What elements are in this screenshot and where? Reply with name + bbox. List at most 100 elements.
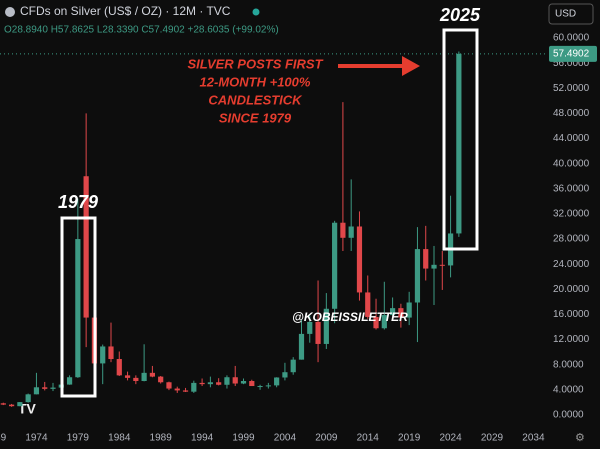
y-tick-label: 0.0000 <box>553 410 584 421</box>
candle-body <box>282 372 288 378</box>
candle-body <box>25 394 31 403</box>
candle-body <box>456 53 462 234</box>
candle-body <box>265 385 271 387</box>
candle-body <box>307 321 313 334</box>
y-tick-label: 60.0000 <box>553 33 590 44</box>
ohlc-label: O28.8940 H57.8625 L28.3390 C57.4902 +28.… <box>4 25 279 36</box>
candle-body <box>315 321 321 344</box>
candle-body <box>149 372 156 377</box>
x-tick-label: 2019 <box>398 433 421 444</box>
candle-body <box>232 377 238 384</box>
candle-body <box>199 382 205 385</box>
candle-body <box>0 403 6 405</box>
candle-body <box>83 176 89 318</box>
candle-body <box>182 390 189 392</box>
x-tick-label: 2004 <box>274 433 297 444</box>
x-tick-label: 1974 <box>25 433 48 444</box>
candle-body <box>8 404 15 407</box>
y-tick-label: 12.0000 <box>553 334 590 345</box>
candle-body <box>124 375 131 378</box>
currency-box[interactable] <box>548 3 594 25</box>
annotation-line: SILVER POSTS FIRST <box>187 56 323 71</box>
candle-body <box>33 387 40 395</box>
y-tick-label: 28.0000 <box>553 234 590 245</box>
candle-body <box>332 222 338 309</box>
candle-body <box>100 346 106 364</box>
candle-body <box>257 386 263 388</box>
highlight-box <box>442 28 479 251</box>
candle-body <box>439 264 445 266</box>
year-label: 2025 <box>439 5 481 25</box>
x-tick-label: 2034 <box>522 433 545 444</box>
candle-body <box>356 226 363 293</box>
candle-body <box>116 359 122 376</box>
candle-body <box>42 387 48 389</box>
candle-body <box>298 333 305 360</box>
x-tick-label: 1984 <box>108 433 131 444</box>
y-tick-label: 16.0000 <box>553 309 590 320</box>
logo: TV <box>18 401 37 417</box>
annotation-line: SINCE 1979 <box>219 110 292 125</box>
candle-body <box>207 382 213 385</box>
candle-body <box>240 381 247 384</box>
candle-body <box>108 346 114 360</box>
last-price-label: 57.4902 <box>553 48 590 59</box>
candle-body <box>348 226 354 238</box>
x-tick-label: 1994 <box>191 433 214 444</box>
y-tick-label: 44.0000 <box>553 133 590 144</box>
candle-body <box>191 382 197 392</box>
header: CFDs on Silver (US$ / OZ) · 12M · TVC <box>20 4 231 18</box>
x-tick-label: 2009 <box>315 433 338 444</box>
candle-body <box>216 382 222 385</box>
y-tick-label: 20.0000 <box>553 284 590 295</box>
annotation-line: CANDLESTICK <box>208 92 303 107</box>
candle-body <box>340 222 346 238</box>
highlight-box <box>60 216 97 398</box>
candle-body <box>75 239 81 378</box>
candle-body <box>50 387 56 389</box>
candle-body <box>166 382 172 389</box>
x-tick-label: 1979 <box>67 433 90 444</box>
candle-body <box>158 376 164 383</box>
y-tick-label: 24.0000 <box>553 259 590 270</box>
y-tick-label: 40.0000 <box>553 158 590 169</box>
x-tick-label: 2024 <box>439 433 462 444</box>
candle-body <box>17 402 23 407</box>
y-tick-label: 56.0000 <box>553 58 590 69</box>
candle-body <box>174 388 180 391</box>
candle-body <box>414 249 421 303</box>
candle-body <box>66 377 73 385</box>
y-tick-label: 48.0000 <box>553 108 590 119</box>
candle-body <box>398 308 404 318</box>
x-tick-label: 2029 <box>481 433 504 444</box>
candle-body <box>423 249 429 269</box>
x-tick-label: 1989 <box>150 433 173 444</box>
symbol-icon <box>5 7 15 17</box>
candle-body <box>224 377 230 385</box>
candle-body <box>381 315 387 329</box>
y-tick-label: 8.0000 <box>553 359 584 370</box>
candle-body <box>290 359 296 373</box>
candle-body <box>431 264 437 269</box>
last-price-tag <box>549 45 597 62</box>
candle-body <box>133 377 139 382</box>
currency[interactable]: USD <box>555 9 576 20</box>
settings-icon[interactable]: ⚙ <box>575 432 585 444</box>
candle-body <box>323 308 329 344</box>
candle-body <box>141 372 147 382</box>
arrow-head <box>402 56 420 76</box>
y-tick-label: 4.0000 <box>553 384 584 395</box>
candle-body <box>274 377 280 386</box>
candle-body <box>249 381 255 387</box>
candle-body <box>365 292 371 317</box>
candle-body <box>406 302 412 318</box>
y-tick-label: 32.0000 <box>553 209 590 220</box>
candle-body <box>373 316 379 329</box>
year-label: 1979 <box>58 192 98 212</box>
x-tick-label: 1999 <box>232 433 255 444</box>
x-tick-label: 1969 <box>0 433 7 444</box>
y-tick-label: 36.0000 <box>553 183 590 194</box>
annotation-line: 12-MONTH +100% <box>200 74 311 89</box>
